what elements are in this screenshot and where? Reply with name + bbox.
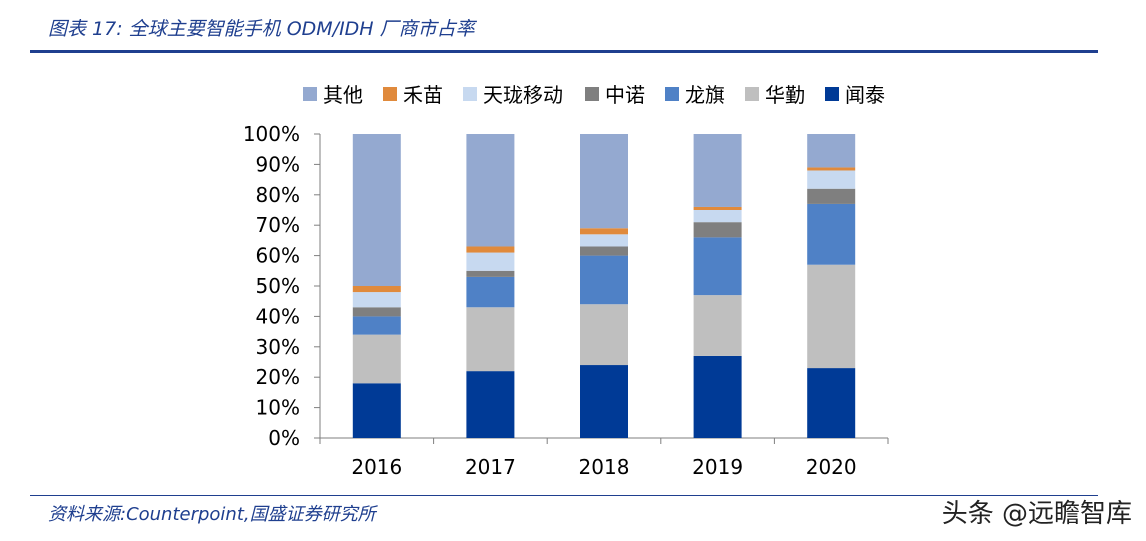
bar-segment-2016-其他 (352, 134, 401, 286)
bar-segment-2016-禾苗 (352, 286, 401, 293)
bar-segment-2019-中诺 (693, 222, 742, 238)
bar-segment-2018-天珑移动 (580, 234, 628, 247)
bar-segment-2019-其他 (693, 134, 742, 207)
x-tick-label: 2016 (351, 455, 402, 479)
source-note: 资料来源:Counterpoint,国盛证券研究所 (48, 504, 376, 525)
bar-segment-2016-中诺 (352, 307, 401, 317)
legend-label-闻泰: 闻泰 (845, 83, 885, 107)
bar-segment-2016-闻泰 (352, 383, 401, 438)
legend-swatch-其他 (303, 87, 317, 101)
bar-segment-2020-闻泰 (807, 368, 856, 438)
legend-swatch-天珑移动 (463, 87, 477, 101)
legend-swatch-中诺 (585, 87, 599, 101)
bar-segment-2018-禾苗 (580, 228, 628, 235)
bar-segment-2017-龙旗 (466, 276, 515, 308)
bar-segment-2018-龙旗 (580, 255, 628, 305)
footer-rule (30, 495, 1098, 496)
bar-segment-2020-其他 (807, 134, 856, 168)
bar-segment-2016-华勤 (352, 334, 401, 384)
y-tick-label: 0% (268, 426, 300, 450)
y-tick-label: 40% (256, 304, 300, 328)
legend-label-禾苗: 禾苗 (403, 83, 443, 107)
x-tick-label: 2017 (465, 455, 516, 479)
bar-segment-2019-禾苗 (693, 206, 742, 210)
bar-segment-2017-中诺 (466, 270, 515, 277)
y-tick-label: 90% (256, 152, 300, 176)
bar-segment-2020-禾苗 (807, 167, 856, 171)
bar-segment-2020-中诺 (807, 188, 856, 204)
stacked-bar-chart: 0% 10% 20% 30% 40% 50% 60% 70% 80% 90% 100% 2016 201… (243, 83, 889, 479)
bar-segment-2018-其他 (580, 134, 628, 229)
y-tick-label: 100% (243, 122, 300, 146)
legend-swatch-闻泰 (825, 87, 839, 101)
bar-segment-2016-天珑移动 (352, 292, 401, 308)
bar-segment-2017-其他 (466, 134, 515, 247)
bar-segment-2018-华勤 (580, 304, 628, 366)
figure-title: 图表 17: 全球主要智能手机 ODM/IDH 厂商市占率 (48, 18, 475, 40)
bar-segment-2017-闻泰 (466, 371, 515, 438)
legend-label-中诺: 中诺 (605, 83, 645, 107)
y-tick-label: 20% (256, 365, 300, 389)
bar-segment-2018-中诺 (580, 246, 628, 256)
y-tick-label: 50% (256, 274, 300, 298)
bar-segment-2019-龙旗 (693, 237, 742, 296)
y-tick-label: 30% (256, 335, 300, 359)
legend-label-龙旗: 龙旗 (685, 83, 725, 107)
bar-segment-2018-闻泰 (580, 365, 628, 438)
legend-label-天珑移动: 天珑移动 (483, 83, 563, 107)
bar-segment-2020-龙旗 (807, 203, 856, 265)
bar-segment-2017-华勤 (466, 307, 515, 372)
legend-swatch-龙旗 (665, 87, 679, 101)
x-tick-label: 2020 (806, 455, 857, 479)
bar-segment-2017-天珑移动 (466, 252, 515, 271)
y-tick-label: 70% (256, 213, 300, 237)
y-tick-label: 60% (256, 244, 300, 268)
legend-label-其他: 其他 (323, 83, 363, 107)
legend-swatch-华勤 (745, 87, 759, 101)
y-tick-label: 10% (256, 396, 300, 420)
bar-segment-2019-闻泰 (693, 355, 742, 438)
bar-segment-2019-天珑移动 (693, 210, 742, 223)
y-tick-label: 80% (256, 183, 300, 207)
legend-label-华勤: 华勤 (765, 83, 805, 107)
bar-segment-2017-禾苗 (466, 246, 515, 253)
x-tick-label: 2019 (692, 455, 743, 479)
bar-segment-2019-华勤 (693, 295, 742, 356)
x-tick-label: 2018 (579, 455, 630, 479)
bar-segment-2020-华勤 (807, 264, 856, 369)
watermark: 头条 @远瞻智库 (941, 499, 1132, 529)
bar-segment-2016-龙旗 (352, 316, 401, 335)
legend-swatch-禾苗 (383, 87, 397, 101)
bar-segment-2020-天珑移动 (807, 170, 856, 189)
title-rule (30, 50, 1098, 53)
